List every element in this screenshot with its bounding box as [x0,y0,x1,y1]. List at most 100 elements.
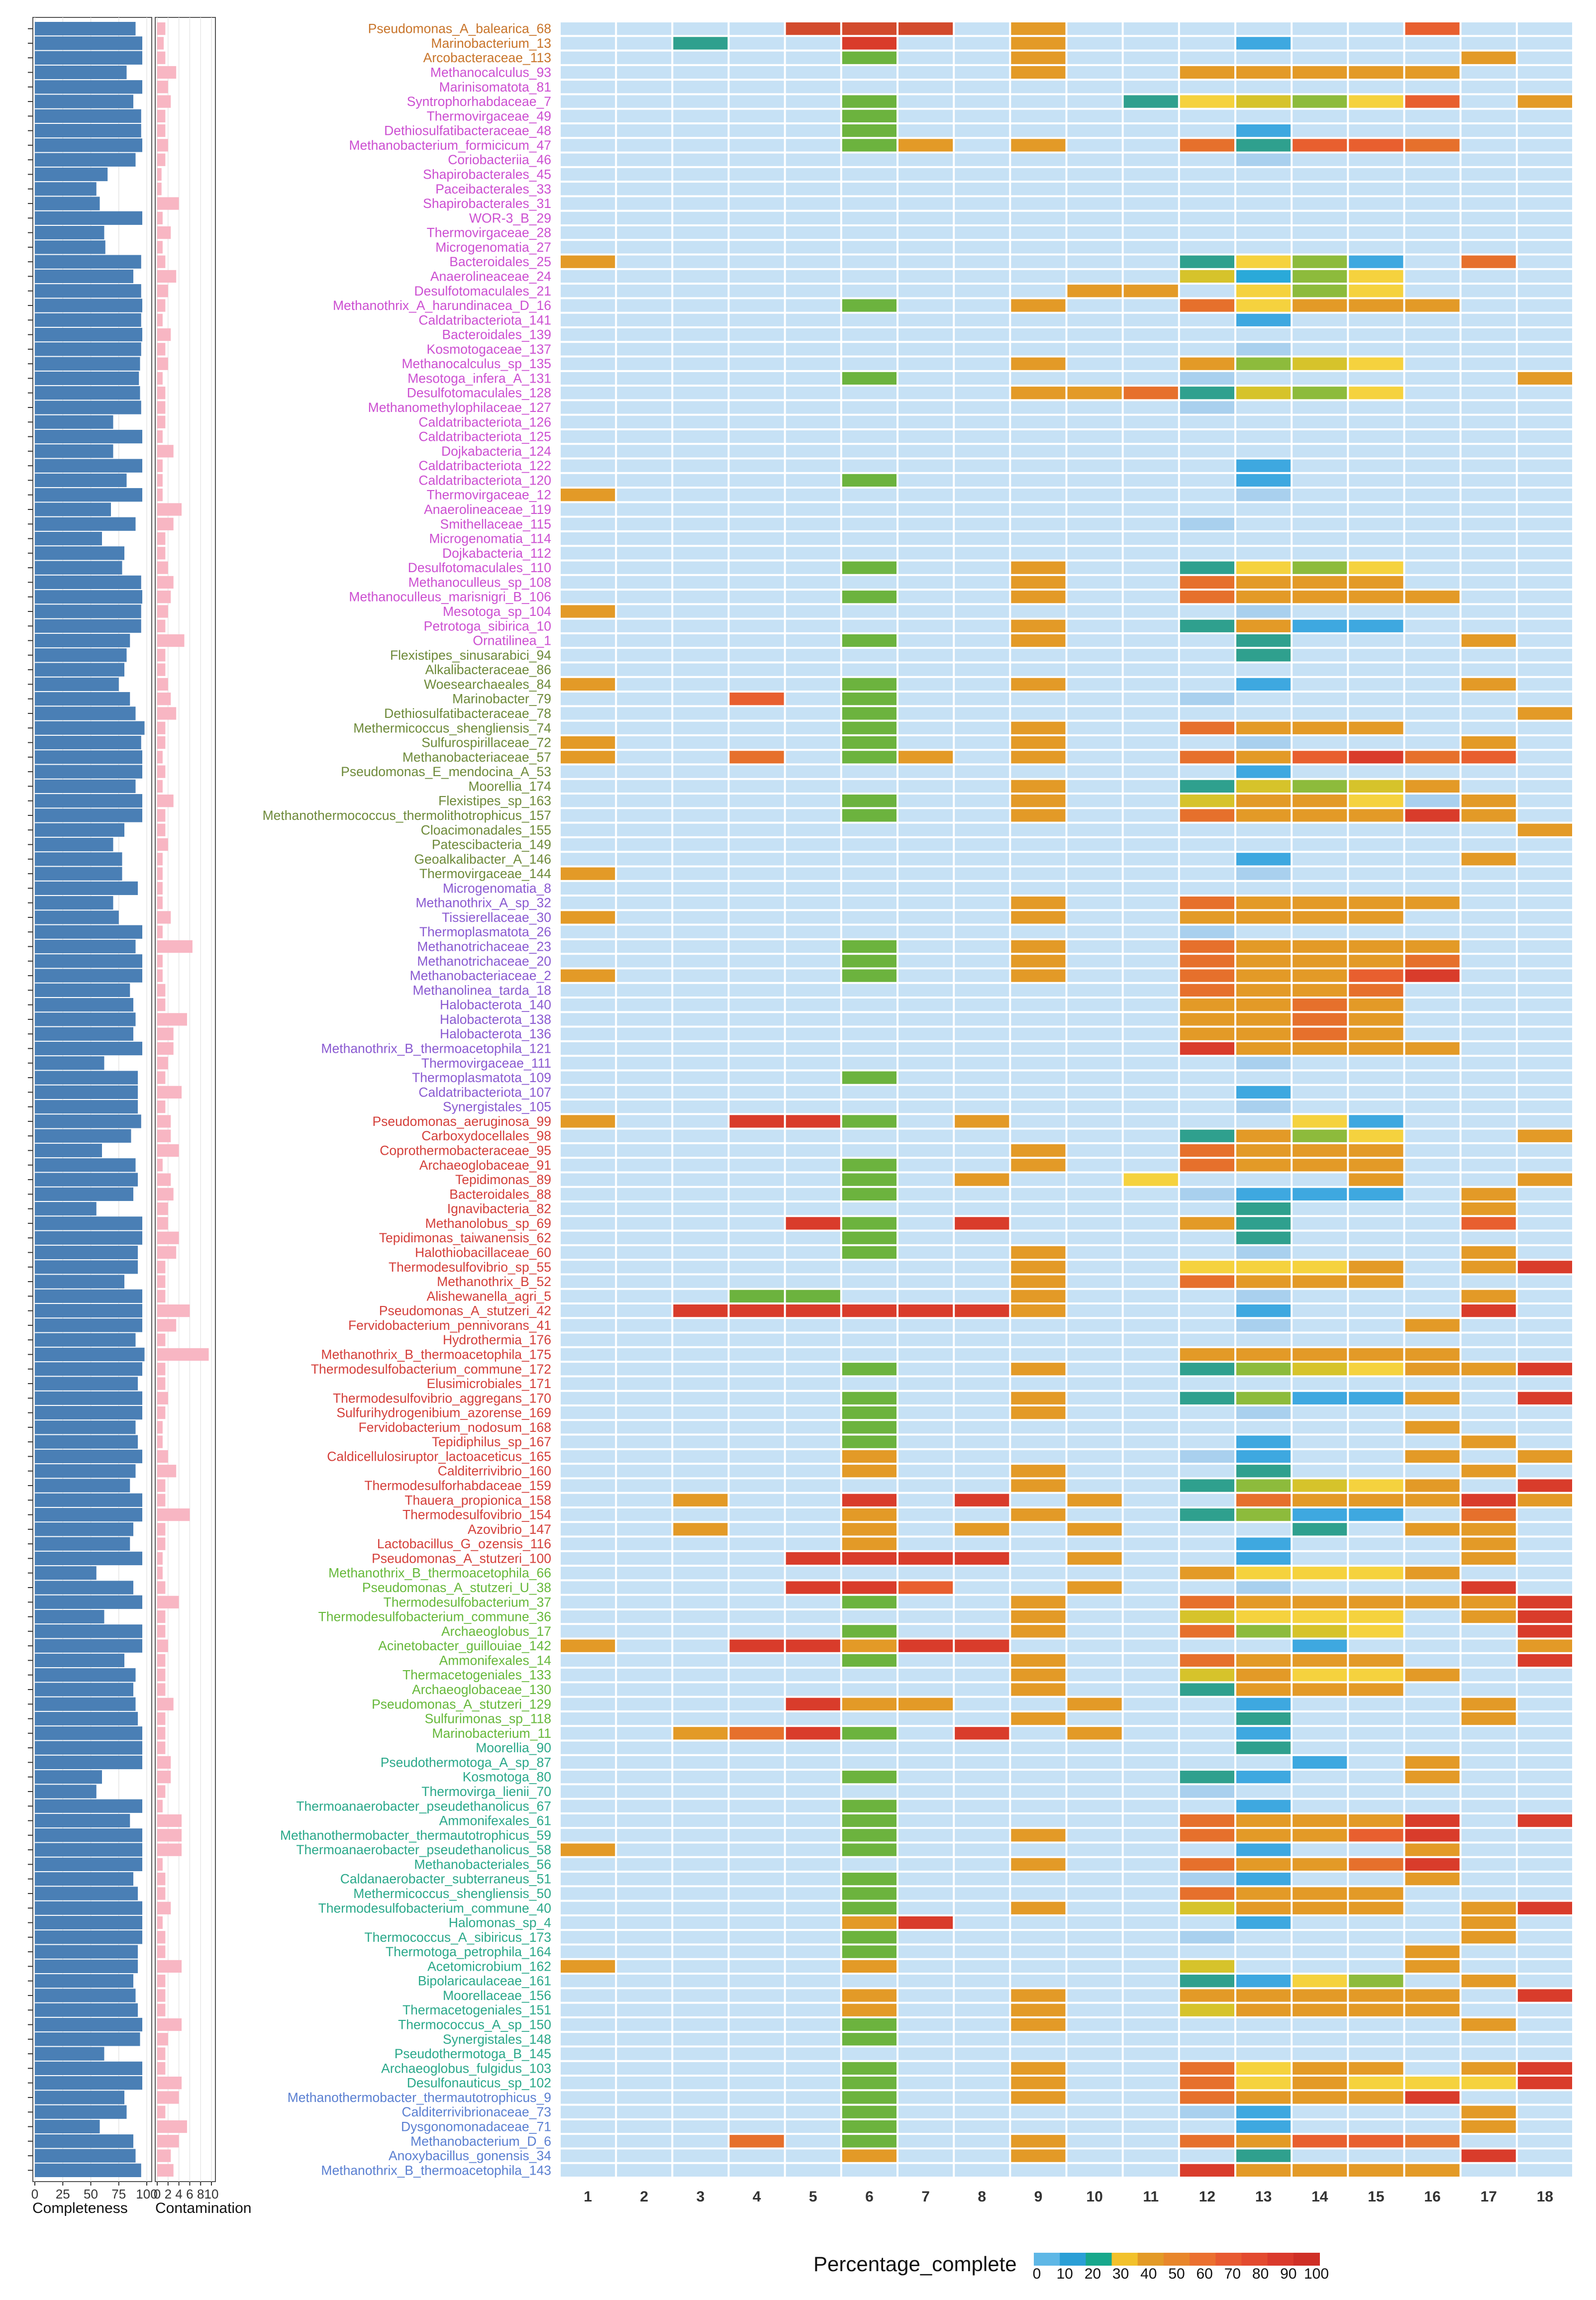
heatmap-cell [673,1523,728,1536]
heatmap-cell [955,561,1009,574]
completeness-bar [35,1129,131,1143]
heatmap-cell [1405,1261,1460,1274]
heatmap-cell [1405,81,1460,94]
heatmap-cell [673,1843,728,1856]
heatmap-cell [1517,1042,1572,1055]
row-label: Shapirobacterales_31 [423,196,551,211]
heatmap-cell [786,1217,840,1230]
heatmap-cell [786,51,840,64]
heatmap-cell [786,1392,840,1404]
heatmap-cell [617,1421,672,1434]
heatmap-cell [1236,576,1291,589]
heatmap-cell [1461,357,1516,370]
row-label: Caldatribacteriota_120 [418,473,551,488]
heatmap-cell [898,1421,953,1434]
heatmap-cell [1011,649,1066,662]
heatmap-cell [1011,1698,1066,1710]
heatmap-cell [1405,649,1460,662]
heatmap-cell [1349,853,1403,866]
heatmap-cell [1293,1115,1347,1128]
heatmap-cell [786,1771,840,1784]
heatmap-cell [898,1465,953,1478]
heatmap-cell [1180,2003,1234,2016]
heatmap-cell [1517,1610,1572,1623]
heatmap-cell [1123,1756,1178,1769]
heatmap-cell [1180,197,1234,210]
row-label: Dethiosulfatibacteraceae_78 [384,706,551,721]
heatmap-cell [1011,1639,1066,1652]
heatmap-cell [1405,1610,1460,1623]
contamination-tick-label: 8 [197,2187,204,2201]
heatmap-cell [1123,780,1178,793]
heatmap-cell [729,153,784,166]
heatmap-cell [561,357,615,370]
heatmap-cell [898,2091,953,2104]
heatmap-cell [1349,1435,1403,1448]
heatmap-cell [842,2164,897,2177]
row-label: Desulfotomaculales_110 [408,560,551,575]
heatmap-cell [1405,882,1460,895]
heatmap-cell [729,1800,784,1812]
completeness-bar [35,575,141,590]
heatmap-cell [673,634,728,647]
heatmap-cell [842,139,897,152]
heatmap-cell [786,911,840,924]
heatmap-cell [561,1013,615,1026]
heatmap-cell [1349,1231,1403,1244]
heatmap-cell [1461,1873,1516,1886]
contamination-bar [157,1771,171,1784]
heatmap-cell [1293,1756,1347,1769]
heatmap-cell [1461,1741,1516,1754]
heatmap-cell [1517,2120,1572,2133]
heatmap-cell [1517,795,1572,807]
heatmap-cell [617,1610,672,1623]
heatmap-cell [1067,707,1122,720]
heatmap-cell [1123,911,1178,924]
heatmap-cell [1067,241,1122,254]
heatmap-cell [1123,1785,1178,1798]
heatmap-cell [561,1144,615,1157]
heatmap-cell [1461,1683,1516,1696]
heatmap-cell [1349,372,1403,385]
heatmap-cell [1180,2135,1234,2148]
heatmap-cell [1123,955,1178,968]
heatmap-cell [1349,1698,1403,1710]
heatmap-cell [729,853,784,866]
heatmap-cell [898,882,953,895]
heatmap-cell [1517,459,1572,472]
heatmap-cell [955,343,1009,356]
heatmap-cell [786,1931,840,1944]
heatmap-cell [673,1683,728,1696]
heatmap-cell [898,1800,953,1812]
heatmap-cell [898,1931,953,1944]
contamination-bar [157,1217,168,1230]
heatmap-cell [673,809,728,822]
heatmap-cell [1067,1348,1122,1361]
row-label: Thermodesulfobacterium_commune_40 [318,1900,551,1915]
heatmap-cell [786,1683,840,1696]
heatmap-cell [1236,2105,1291,2118]
heatmap-cell [729,241,784,254]
heatmap-cell [842,517,897,530]
heatmap-cell [842,634,897,647]
heatmap-cell [1236,751,1291,764]
heatmap-cell [1517,1188,1572,1200]
heatmap-cell [955,1275,1009,1288]
row-label: Caldatribacteriota_125 [418,429,551,444]
heatmap-cell [955,1042,1009,1055]
heatmap-cell [1011,1144,1066,1157]
heatmap-cell [955,1363,1009,1376]
heatmap-cell [1011,678,1066,691]
heatmap-cell [1517,751,1572,764]
heatmap-cell [842,678,897,691]
heatmap-cell [1180,1683,1234,1696]
row-label: Marinobacter_79 [452,692,551,706]
heatmap-cell [1349,897,1403,909]
heatmap-cell [842,940,897,953]
heatmap-cell [673,1465,728,1478]
heatmap-cell [1461,1363,1516,1376]
completeness-bar [35,1989,136,2002]
heatmap-cell [1461,1916,1516,1929]
heatmap-cell [617,2135,672,2148]
heatmap-cell [561,1363,615,1376]
